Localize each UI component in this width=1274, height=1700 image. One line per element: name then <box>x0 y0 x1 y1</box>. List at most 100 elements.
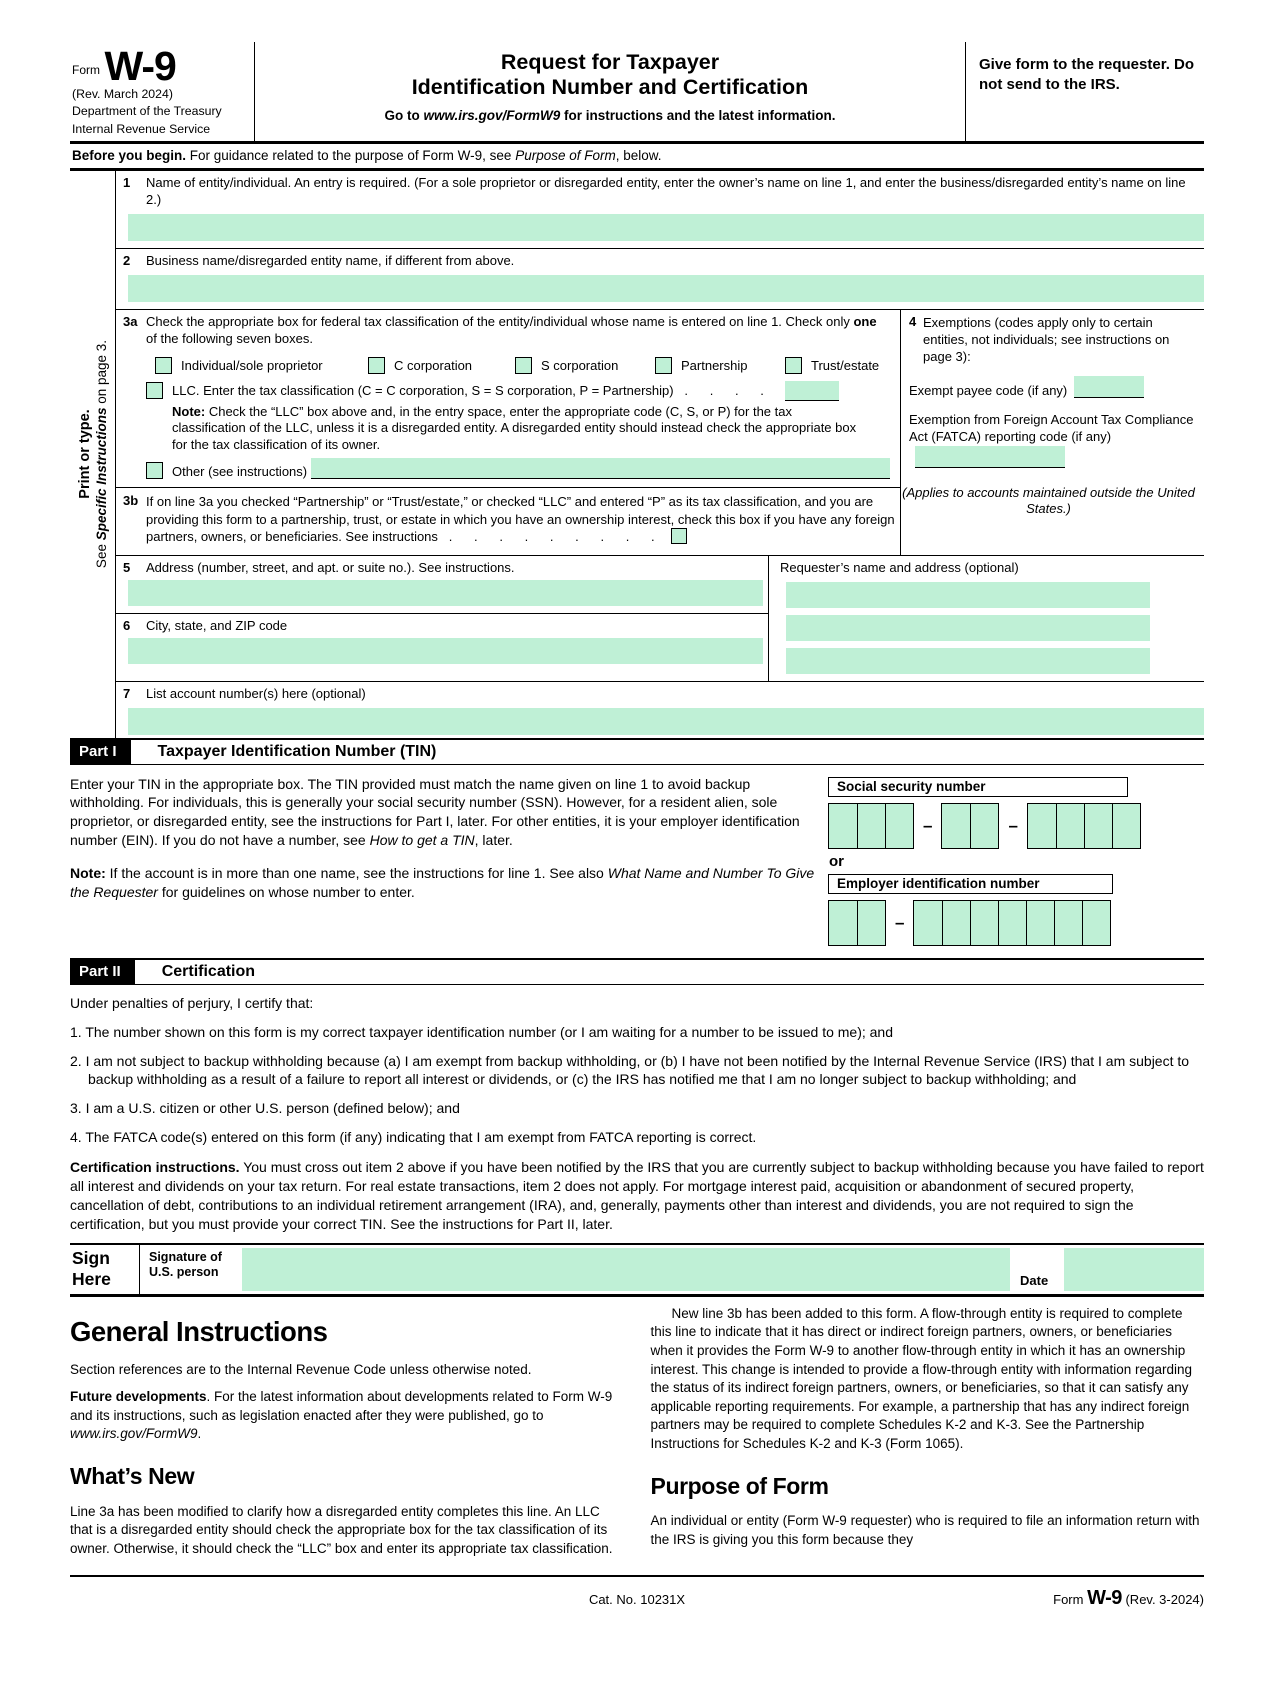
ein-digit-8[interactable] <box>1054 900 1083 945</box>
ein-label: Employer identification number <box>828 873 1113 894</box>
date-input[interactable] <box>1064 1247 1204 1291</box>
ein-digit-5[interactable] <box>970 900 999 945</box>
line-5-row: 5 Address (number, street, and apt. or s… <box>116 556 768 614</box>
ein-digit-7[interactable] <box>1026 900 1055 945</box>
line-3a-label: Check the appropriate box for federal ta… <box>146 313 877 346</box>
department-label: Department of the Treasury <box>72 104 222 119</box>
ssn-digit-3[interactable] <box>885 803 913 848</box>
other-input[interactable] <box>311 458 890 480</box>
requester-input-line-2[interactable] <box>786 614 1150 641</box>
line-3b-number: 3b <box>123 493 139 509</box>
ssn-dash-1: – <box>923 815 933 835</box>
ssn-digit-6[interactable] <box>1027 803 1056 848</box>
individual-checkbox[interactable] <box>155 356 172 374</box>
signature-of-label: Signature of U.S. person <box>149 1249 222 1280</box>
certification-item-4: 4. The FATCA code(s) entered on this for… <box>70 1129 757 1146</box>
trust-estate-checkbox[interactable] <box>785 356 802 374</box>
exempt-payee-row: Exempt payee code (if any) <box>909 376 1196 399</box>
footer-form-id: Form W-9 (Rev. 3-2024) <box>1053 1586 1204 1609</box>
instructions-left-column: General Instructions Section references … <box>70 1305 624 1559</box>
ssn-digit-1[interactable] <box>829 803 857 848</box>
partnership-checkbox[interactable] <box>655 356 672 374</box>
ein-digit-9[interactable] <box>1082 900 1111 945</box>
section-references-para: Section references are to the Internal R… <box>70 1361 532 1377</box>
ein-digit-6[interactable] <box>998 900 1027 945</box>
ein-boxes: – <box>828 899 1204 946</box>
option-s-corporation: S corporation <box>506 356 646 374</box>
line-4-label: Exemptions (codes apply only to certain … <box>923 314 1170 365</box>
ssn-label: Social security number <box>828 776 1128 797</box>
line-5-label: Address (number, street, and apt. or sui… <box>146 559 515 575</box>
form-fields-area: Print or type. See Specific Instructions… <box>70 171 1204 738</box>
certification-item-1: 1. The number shown on this form is my c… <box>70 1023 894 1040</box>
line-7-row: 7 List account number(s) here (optional) <box>116 682 1204 738</box>
llc-tax-code-input[interactable] <box>784 380 839 401</box>
line-2-number: 2 <box>123 252 131 268</box>
city-state-zip-input[interactable] <box>128 637 763 664</box>
part-2-header: Part II Certification <box>70 957 1204 985</box>
name-input[interactable] <box>128 213 1204 241</box>
line-7-label: List account number(s) here (optional) <box>146 685 366 701</box>
whats-new-para: Line 3a has been modified to clarify how… <box>70 1503 613 1557</box>
or-label: or <box>829 852 844 870</box>
ein-digit-3[interactable] <box>914 900 943 945</box>
address-input[interactable] <box>128 579 763 606</box>
llc-checkbox[interactable] <box>146 382 163 400</box>
irs-url: www.irs.gov/FormW9 <box>423 108 561 124</box>
form-id-block: Form W-9 (Rev. March 2024) Department of… <box>70 42 255 142</box>
option-individual: Individual/sole proprietor <box>146 356 359 374</box>
requester-block: Requester’s name and address (optional) <box>768 555 1204 681</box>
part-2-body: Under penalties of perjury, I certify th… <box>70 985 1204 1234</box>
exempt-payee-code-input[interactable] <box>1074 376 1145 399</box>
agency-label: Internal Revenue Service <box>72 121 211 136</box>
date-label: Date <box>1020 1272 1049 1288</box>
ssn-digit-2[interactable] <box>857 803 885 848</box>
ein-digit-1[interactable] <box>829 900 857 945</box>
signature-input[interactable] <box>242 1247 1010 1291</box>
line-6-number: 6 <box>123 617 131 633</box>
option-trust-estate: Trust/estate <box>776 356 879 374</box>
part-1-title: Taxpayer Identification Number (TIN) <box>157 742 437 760</box>
line-1-label: Name of entity/individual. An entry is r… <box>146 175 1186 207</box>
requester-label: Requester’s name and address (optional) <box>780 559 1019 575</box>
ein-digit-2[interactable] <box>857 900 885 945</box>
ssn-digit-5[interactable] <box>970 803 999 848</box>
option-c-corporation: C corporation <box>359 356 506 374</box>
purpose-of-form-para: An individual or entity (Form W-9 reques… <box>650 1513 1200 1547</box>
ssn-digit-8[interactable] <box>1083 803 1112 848</box>
goto-line: Go to www.irs.gov/FormW9 for instruction… <box>384 108 836 124</box>
exempt-payee-label: Exempt payee code (if any) <box>909 383 1068 399</box>
s-corporation-checkbox[interactable] <box>515 356 532 374</box>
llc-note: Note: Check the “LLC” box above and, in … <box>172 403 857 453</box>
foreign-partners-checkbox[interactable] <box>671 528 688 545</box>
tin-note: Note: If the account is in more than one… <box>70 865 815 900</box>
ein-digit-4[interactable] <box>942 900 971 945</box>
line-4-number: 4 <box>909 313 917 329</box>
ein-dash: – <box>895 912 905 932</box>
sign-here-label: Sign Here <box>70 1244 140 1294</box>
requester-input-line-1[interactable] <box>786 581 1150 608</box>
instructions-right-column: New line 3b has been added to this form.… <box>651 1305 1205 1559</box>
sign-here-row: Sign Here Signature of U.S. person Date <box>70 1242 1204 1297</box>
line-1-number: 1 <box>123 175 131 191</box>
ssn-digit-4[interactable] <box>942 803 971 848</box>
requester-input-line-3[interactable] <box>786 647 1150 674</box>
line-2-label: Business name/disregarded entity name, i… <box>146 252 515 268</box>
line-3b-block: 3b If on line 3a you checked “Partnershi… <box>116 487 900 555</box>
option-partnership: Partnership <box>646 356 776 374</box>
other-checkbox[interactable] <box>146 462 163 480</box>
c-corporation-checkbox[interactable] <box>368 356 385 374</box>
ssn-boxes: – – <box>828 802 1204 849</box>
other-label: Other (see instructions) <box>172 464 308 480</box>
ssn-digit-9[interactable] <box>1111 803 1140 848</box>
give-form-note: Give form to the requester. Do not send … <box>965 42 1204 142</box>
line-4-exemptions: 4 Exemptions (codes apply only to certai… <box>900 309 1204 555</box>
fatca-code-input[interactable] <box>915 445 1065 468</box>
part-1-header: Part I Taxpayer Identification Number (T… <box>70 737 1204 765</box>
line-6-row: 6 City, state, and ZIP code <box>116 614 768 664</box>
account-numbers-input[interactable] <box>128 707 1204 735</box>
ssn-digit-7[interactable] <box>1055 803 1084 848</box>
business-name-input[interactable] <box>128 274 1204 302</box>
ssn-dash-2: – <box>1008 815 1018 835</box>
